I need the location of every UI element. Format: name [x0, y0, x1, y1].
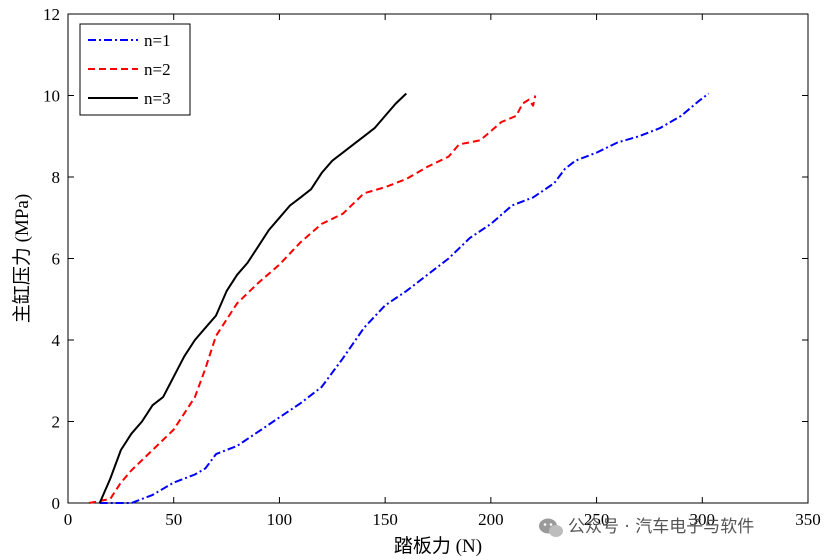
x-axis: 0 50 100 150 200 250 300 350 — [64, 14, 821, 529]
x-tick-label: 100 — [267, 510, 293, 529]
x-tick-label: 0 — [64, 510, 73, 529]
series-line-n-3 — [98, 92, 407, 504]
x-tick-label: 50 — [165, 510, 182, 529]
watermark-text: 公众号 · 汽车电子与软件 — [568, 517, 754, 537]
x-tick-label: 350 — [795, 510, 821, 529]
x-tick-label: 150 — [372, 510, 398, 529]
y-axis-label: 主缸压力 (MPa) — [11, 194, 33, 323]
series-line-n-2 — [88, 95, 537, 504]
watermark: 公众号 · 汽车电子与软件 — [539, 517, 754, 537]
y-tick-label: 4 — [52, 331, 61, 350]
legend: n=1 n=2 n=3 — [79, 23, 191, 116]
legend-label: n=1 — [144, 31, 171, 50]
series-layer — [88, 92, 710, 504]
y-tick-label: 0 — [52, 494, 61, 513]
legend-label: n=2 — [144, 60, 171, 79]
y-axis: 0 2 4 6 8 10 12 — [43, 5, 808, 513]
x-tick-label: 300 — [690, 510, 716, 529]
y-tick-label: 6 — [52, 250, 61, 269]
x-tick-label: 200 — [478, 510, 504, 529]
x-axis-label: 踏板力 (N) — [394, 535, 482, 557]
y-tick-label: 10 — [43, 87, 60, 106]
series-line-n-1 — [99, 92, 710, 504]
y-tick-label: 2 — [52, 413, 61, 432]
y-tick-label: 8 — [52, 168, 61, 187]
y-tick-label: 12 — [43, 5, 60, 24]
legend-label: n=3 — [144, 89, 171, 108]
x-tick-label: 250 — [584, 510, 610, 529]
wechat-icon — [539, 518, 563, 537]
